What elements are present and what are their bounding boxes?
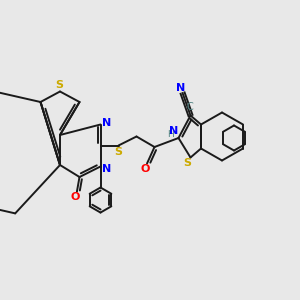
Text: N: N [169, 126, 178, 136]
Text: N: N [176, 83, 186, 93]
Text: N: N [103, 118, 112, 128]
Text: O: O [141, 164, 150, 175]
Text: S: S [115, 147, 122, 157]
Text: C: C [187, 102, 194, 112]
Text: N: N [102, 164, 111, 175]
Text: S: S [183, 158, 191, 169]
Text: H: H [167, 130, 173, 139]
Text: O: O [71, 192, 80, 202]
Text: S: S [56, 80, 63, 91]
